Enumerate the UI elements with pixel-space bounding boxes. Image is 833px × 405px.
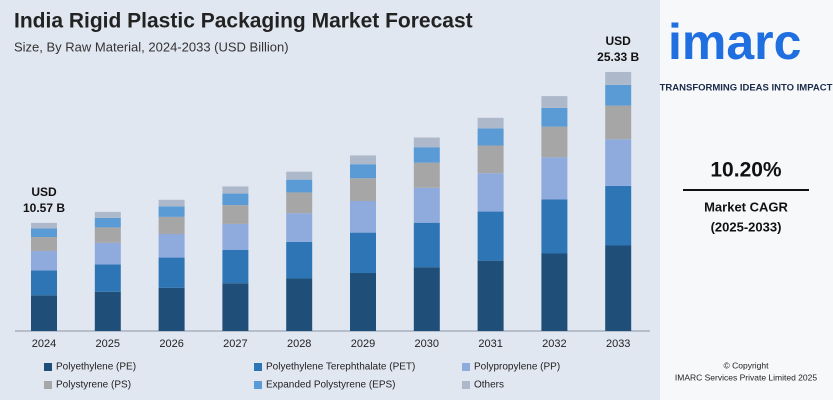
- bar-segment: [541, 96, 568, 108]
- copyright: © Copyright: [723, 360, 769, 370]
- x-tick-label: 2031: [478, 338, 502, 350]
- bar-segment: [350, 178, 376, 202]
- legend-swatch: [462, 363, 470, 371]
- bar-segment: [605, 139, 632, 186]
- bar-segment: [158, 206, 185, 217]
- legend-swatch: [254, 363, 262, 371]
- legend-swatch: [462, 381, 470, 389]
- bar-segment: [541, 199, 568, 254]
- bar-segment: [31, 251, 57, 271]
- bar-segment: [541, 157, 568, 200]
- copyright: IMARC Services Private Limited 2025: [675, 372, 817, 382]
- x-tick-label: 2030: [415, 338, 439, 350]
- bar-segment: [286, 213, 313, 242]
- legend-label: Polystyrene (PS): [56, 380, 131, 391]
- bar-segment: [477, 117, 504, 129]
- bar-segment: [94, 291, 121, 331]
- total-label: 25.33 B: [597, 50, 639, 64]
- bar-segment: [286, 179, 313, 193]
- legend-label: Polypropylene (PP): [474, 362, 560, 373]
- legend-swatch: [44, 381, 52, 389]
- logo: imarc: [668, 14, 801, 70]
- cagr-period: (2025-2033): [711, 219, 782, 234]
- x-tick-label: 2028: [287, 338, 311, 350]
- legend-label: Polyethylene (PE): [56, 362, 136, 373]
- bar-segment: [413, 147, 440, 163]
- bar-segment: [94, 242, 121, 265]
- bar-segment: [350, 232, 376, 274]
- total-label: USD: [31, 185, 57, 199]
- bar-segment: [158, 287, 185, 331]
- x-tick-label: 2025: [96, 338, 120, 350]
- legend-label: Others: [474, 380, 504, 391]
- cagr-label: Market CAGR: [704, 199, 788, 214]
- cagr-value: 10.20%: [710, 159, 782, 182]
- bar-segment: [286, 278, 313, 331]
- chart-title: India Rigid Plastic Packaging Market For…: [14, 10, 473, 33]
- bar-segment: [477, 145, 504, 174]
- bar-segment: [605, 185, 632, 246]
- bar-segment: [350, 164, 376, 179]
- bar-segment: [413, 222, 440, 268]
- bar-segment: [286, 192, 313, 214]
- total-label: 10.57 B: [23, 201, 65, 215]
- bar-segment: [94, 264, 121, 292]
- bar-segment: [31, 222, 57, 229]
- bar-segment: [477, 173, 504, 212]
- bar-segment: [541, 126, 568, 158]
- bar-segment: [350, 155, 376, 165]
- bar-segment: [413, 267, 440, 331]
- bar-segment: [477, 128, 504, 146]
- legend-swatch: [44, 363, 52, 371]
- bar-segment: [477, 211, 504, 261]
- bar-segment: [286, 171, 313, 180]
- bar-segment: [158, 216, 185, 234]
- bar-segment: [222, 193, 249, 206]
- bar-segment: [222, 250, 249, 284]
- bar-segment: [350, 273, 376, 331]
- side-panel: [660, 0, 833, 400]
- bar-segment: [222, 223, 249, 251]
- bar-segment: [94, 217, 121, 228]
- bar-segment: [413, 162, 440, 188]
- bar-segment: [541, 107, 568, 127]
- bar-segment: [222, 205, 249, 224]
- x-tick-label: 2027: [223, 338, 247, 350]
- bar-segment: [413, 137, 440, 148]
- x-tick-label: 2026: [159, 338, 183, 350]
- bar-segment: [222, 186, 249, 194]
- bar-segment: [541, 253, 568, 331]
- bar-segment: [477, 260, 504, 331]
- bar-segment: [31, 228, 57, 238]
- bar-segment: [94, 227, 121, 243]
- bar-segment: [158, 233, 185, 258]
- chart-subtitle: Size, By Raw Material, 2024-2033 (USD Bi…: [14, 39, 289, 54]
- bar-segment: [413, 187, 440, 223]
- x-tick-label: 2032: [542, 338, 566, 350]
- legend-swatch: [254, 381, 262, 389]
- bar-segment: [31, 295, 57, 331]
- tagline: TRANSFORMING IDEAS INTO IMPACT: [660, 83, 833, 94]
- x-tick-label: 2029: [351, 338, 375, 350]
- bar-segment: [605, 245, 632, 331]
- bar-segment: [605, 84, 632, 106]
- x-tick-label: 2024: [32, 338, 56, 350]
- legend-label: Polyethylene Terephthalate (PET): [266, 362, 415, 373]
- bar-segment: [31, 237, 57, 252]
- bar-segment: [605, 105, 632, 140]
- legend-label: Expanded Polystyrene (EPS): [266, 380, 396, 391]
- total-label: USD: [606, 34, 632, 48]
- bar-segment: [286, 241, 313, 279]
- bar-segment: [31, 270, 57, 296]
- x-tick-label: 2033: [606, 338, 630, 350]
- bar-segment: [222, 283, 249, 331]
- bar-segment: [158, 257, 185, 288]
- bar-segment: [158, 199, 185, 207]
- bar-segment: [94, 211, 121, 218]
- bar-segment: [605, 71, 632, 85]
- bar-segment: [350, 201, 376, 233]
